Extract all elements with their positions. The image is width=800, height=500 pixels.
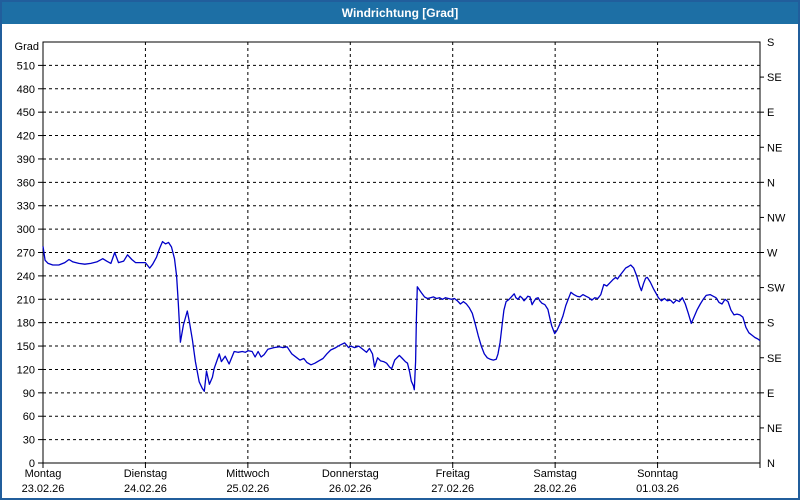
y-axis-tick-label: 240 (17, 271, 35, 283)
plot-border (42, 41, 761, 464)
right-axis-label: E (767, 388, 774, 400)
right-axis-label: N (767, 458, 775, 470)
x-axis-date-label: 27.02.26 (431, 483, 474, 495)
x-axis-day-label: Samstag (533, 468, 576, 480)
y-axis-tick-label: 120 (17, 364, 35, 376)
y-axis-tick-label: 300 (17, 224, 35, 236)
right-axis-label: N (767, 177, 775, 189)
y-axis-tick-label: 60 (23, 411, 35, 423)
x-axis-day-label: Mittwoch (226, 468, 269, 480)
right-axis-label: E (767, 107, 774, 119)
x-axis-day-label: Montag (25, 468, 62, 480)
x-axis-date-label: 28.02.26 (534, 483, 577, 495)
right-axis-label: NE (767, 423, 782, 435)
y-axis-tick-label: 150 (17, 341, 35, 353)
y-axis-tick-label: 180 (17, 318, 35, 330)
right-axis-label: SE (767, 72, 782, 84)
x-axis-date-label: 25.02.26 (226, 483, 269, 495)
right-axis-label: NW (767, 212, 786, 224)
x-axis-date-label: 23.02.26 (22, 483, 65, 495)
x-axis-day-label: Freitag (436, 468, 470, 480)
y-axis-tick-label: 270 (17, 248, 35, 260)
wind-direction-line (42, 240, 761, 392)
x-axis-date-label: 24.02.26 (124, 483, 167, 495)
right-axis-label: SE (767, 353, 782, 365)
y-axis-tick-label: 360 (17, 177, 35, 189)
x-axis-day-label: Donnerstag (322, 468, 379, 480)
y-axis-tick-label: 480 (17, 84, 35, 96)
right-axis-label: SW (767, 283, 785, 295)
window-title: Windrichtung [Grad] (341, 6, 459, 20)
window-title-bar: Windrichtung [Grad] (2, 2, 798, 24)
x-axis-day-label: Sonntag (637, 468, 678, 480)
right-axis-label: S (767, 318, 774, 330)
right-axis-label: NE (767, 142, 782, 154)
y-axis-tick-label: 390 (17, 154, 35, 166)
y-axis-tick-label: 450 (17, 107, 35, 119)
x-axis-date-label: 01.03.26 (636, 483, 679, 495)
y-axis-tick-label: 420 (17, 131, 35, 143)
y-axis-tick-label: 210 (17, 294, 35, 306)
y-axis-tick-label: 90 (23, 388, 35, 400)
y-axis-tick-label: 0 (29, 458, 35, 470)
y-axis-tick-label: 330 (17, 201, 35, 213)
x-axis-date-label: 26.02.26 (329, 483, 372, 495)
y-axis-title: Grad (15, 41, 39, 53)
y-axis-tick-label: 30 (23, 435, 35, 447)
right-axis-label: S (767, 37, 774, 49)
y-axis-tick-label: 510 (17, 60, 35, 72)
right-axis-label: W (767, 248, 778, 260)
x-axis-day-label: Dienstag (124, 468, 167, 480)
